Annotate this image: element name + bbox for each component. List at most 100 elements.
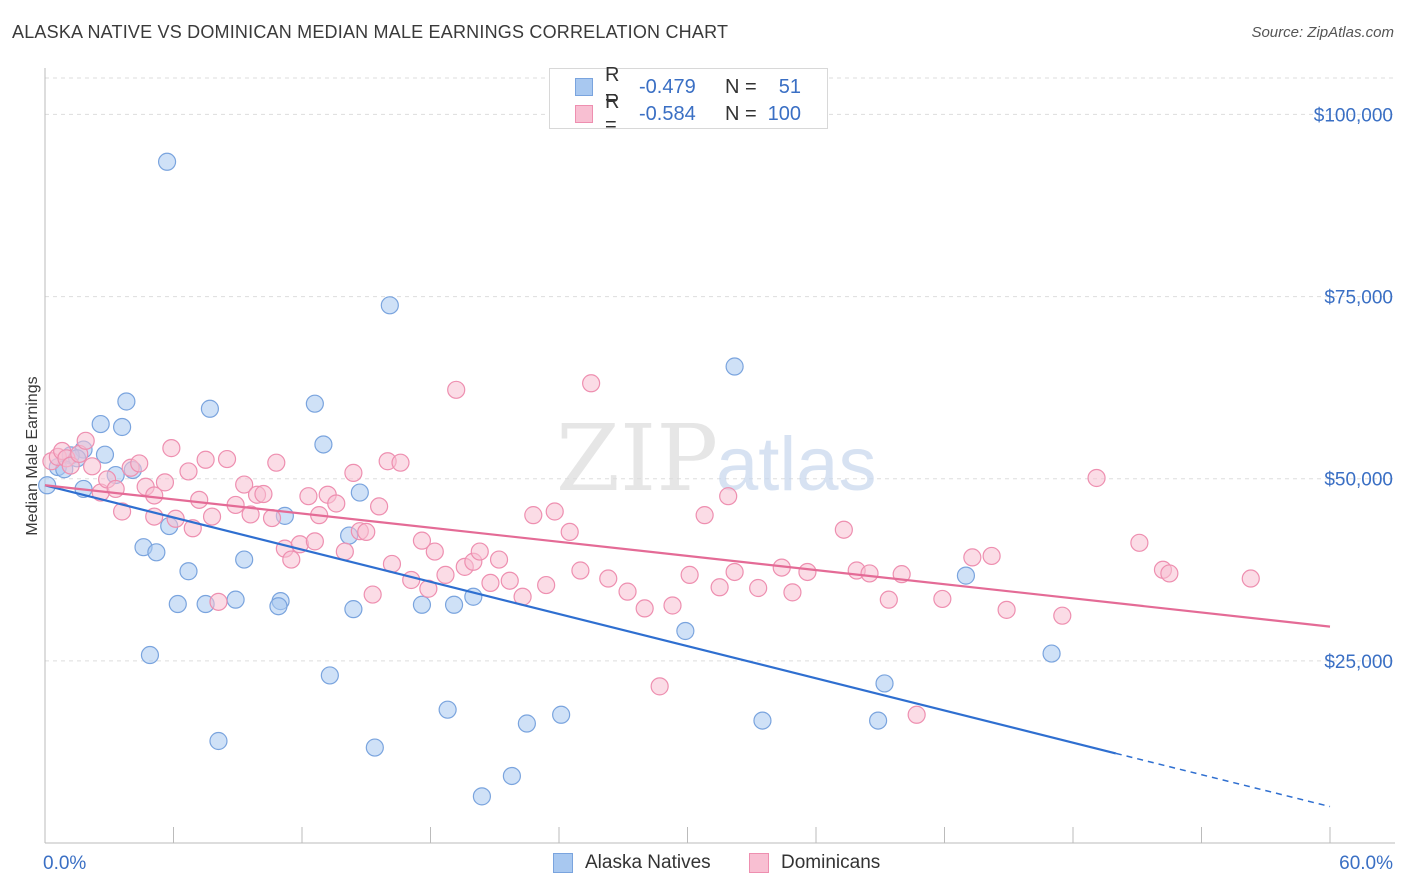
legend-label: Alaska Natives xyxy=(585,852,711,873)
alaska-native-point xyxy=(956,566,976,585)
dominican-point xyxy=(112,502,132,521)
n-label: N = xyxy=(725,102,757,125)
x-tick-label: 0.0% xyxy=(43,853,86,874)
alaska-native-point xyxy=(95,445,115,464)
alaska-native-point xyxy=(209,731,228,751)
tick-labels: $25,000 $50,000 $75,000 $100,000 0.0% 60.0% xyxy=(43,105,1393,874)
dominican-point xyxy=(500,571,519,590)
dominican-point xyxy=(650,677,669,696)
dominican-point xyxy=(1053,606,1072,625)
alaska-native-point xyxy=(344,600,363,619)
dominican-point xyxy=(982,546,1001,566)
alaska-native-point xyxy=(365,738,384,757)
dominican-point xyxy=(344,463,363,482)
data-points xyxy=(38,152,1260,806)
alaska-native-point xyxy=(269,597,288,616)
dominican-point xyxy=(963,548,982,567)
alaska-native-point xyxy=(157,152,177,171)
x-tick-label: 60.0% xyxy=(1339,853,1393,874)
n-label: N = xyxy=(725,75,757,98)
alaska-natives-swatch xyxy=(553,853,573,873)
n-value: 100 xyxy=(767,102,801,125)
dominican-point xyxy=(436,565,455,584)
n-value: 51 xyxy=(778,75,801,98)
correlation-legend: R = -0.479 N = 51 R = -0.584 N = 100 xyxy=(549,64,828,136)
alaska-native-point xyxy=(140,645,160,665)
dominican-point xyxy=(83,457,102,476)
alaska-native-point xyxy=(226,590,245,609)
dominicans-swatch xyxy=(575,105,593,123)
y-tick-label: $75,000 xyxy=(1324,288,1393,309)
y-tick-label: $50,000 xyxy=(1324,470,1393,491)
dominican-point xyxy=(582,374,601,393)
dominican-point xyxy=(710,578,729,597)
dominican-point xyxy=(282,550,301,569)
dominican-point xyxy=(933,589,952,609)
r-label: R = xyxy=(605,64,620,109)
dominican-point xyxy=(725,562,744,582)
alaska-native-point xyxy=(725,357,744,376)
alaska-natives-swatch xyxy=(575,78,593,96)
dominican-point xyxy=(335,542,354,561)
alaska-native-point xyxy=(350,483,369,502)
alaska-native-point xyxy=(112,417,132,437)
dominicans-swatch xyxy=(749,853,769,873)
legend-row-dominicans: R = -0.584 N = 100 xyxy=(575,91,801,136)
watermark-atlas: atlas xyxy=(716,422,877,507)
alaska-native-point xyxy=(305,394,324,413)
legend-item-dominicans: Dominicans xyxy=(749,852,880,874)
dominican-point xyxy=(412,531,432,550)
dominican-point xyxy=(425,542,444,561)
alaska-native-point xyxy=(502,766,521,786)
alaska-native-point xyxy=(91,414,110,434)
dominican-point xyxy=(719,487,738,506)
dominican-point xyxy=(196,450,215,469)
alaska-native-point xyxy=(117,392,136,411)
watermark-zip: ZIP xyxy=(556,405,718,512)
r-value: -0.584 xyxy=(639,102,696,125)
dominican-point xyxy=(635,599,654,618)
dominican-point xyxy=(190,490,209,509)
alaska-native-point xyxy=(314,435,333,454)
dominican-point xyxy=(860,564,879,583)
dominican-point xyxy=(262,508,282,528)
alaska-native-point xyxy=(438,700,457,719)
y-tick-label: $25,000 xyxy=(1324,652,1393,673)
alaska-native-point xyxy=(444,595,464,614)
dominican-point xyxy=(1160,564,1179,583)
dominican-point xyxy=(357,522,376,542)
dominican-point xyxy=(402,570,421,590)
alaska-native-point xyxy=(320,666,339,685)
dominican-point xyxy=(481,573,500,593)
dominican-point xyxy=(391,453,410,472)
dominican-point xyxy=(327,494,346,513)
dominican-point xyxy=(997,600,1016,619)
dominican-point xyxy=(267,453,286,472)
series-legend: Alaska Natives Dominicans xyxy=(0,852,1406,878)
dominican-point xyxy=(162,439,181,458)
dominican-point xyxy=(370,497,389,516)
alaska-native-point xyxy=(552,705,571,724)
alaska-native-point xyxy=(179,562,198,581)
dominican-point xyxy=(879,590,898,609)
alaska-native-point xyxy=(147,543,166,562)
dominican-point xyxy=(305,532,324,551)
dominican-point xyxy=(537,575,556,595)
dominican-point xyxy=(179,462,198,481)
dominicans-trend-line xyxy=(44,484,1331,628)
source-label: Source: ZipAtlas.com xyxy=(1251,24,1394,41)
alaska-native-point xyxy=(753,711,772,730)
dominican-point xyxy=(599,569,618,588)
dominican-point xyxy=(695,506,714,525)
dominican-point xyxy=(202,507,222,526)
dominican-point xyxy=(749,578,768,598)
watermark: ZIP atlas xyxy=(556,405,877,512)
y-axis-label: Median Male Earnings xyxy=(24,376,41,535)
trend-lines xyxy=(44,484,1331,808)
dominican-point xyxy=(76,431,95,450)
alaska-native-point xyxy=(472,787,491,806)
dominican-point xyxy=(299,487,318,506)
grid-lines xyxy=(45,77,1395,662)
dominican-point xyxy=(217,449,237,469)
alaska-natives-trend-extension xyxy=(1115,752,1331,808)
